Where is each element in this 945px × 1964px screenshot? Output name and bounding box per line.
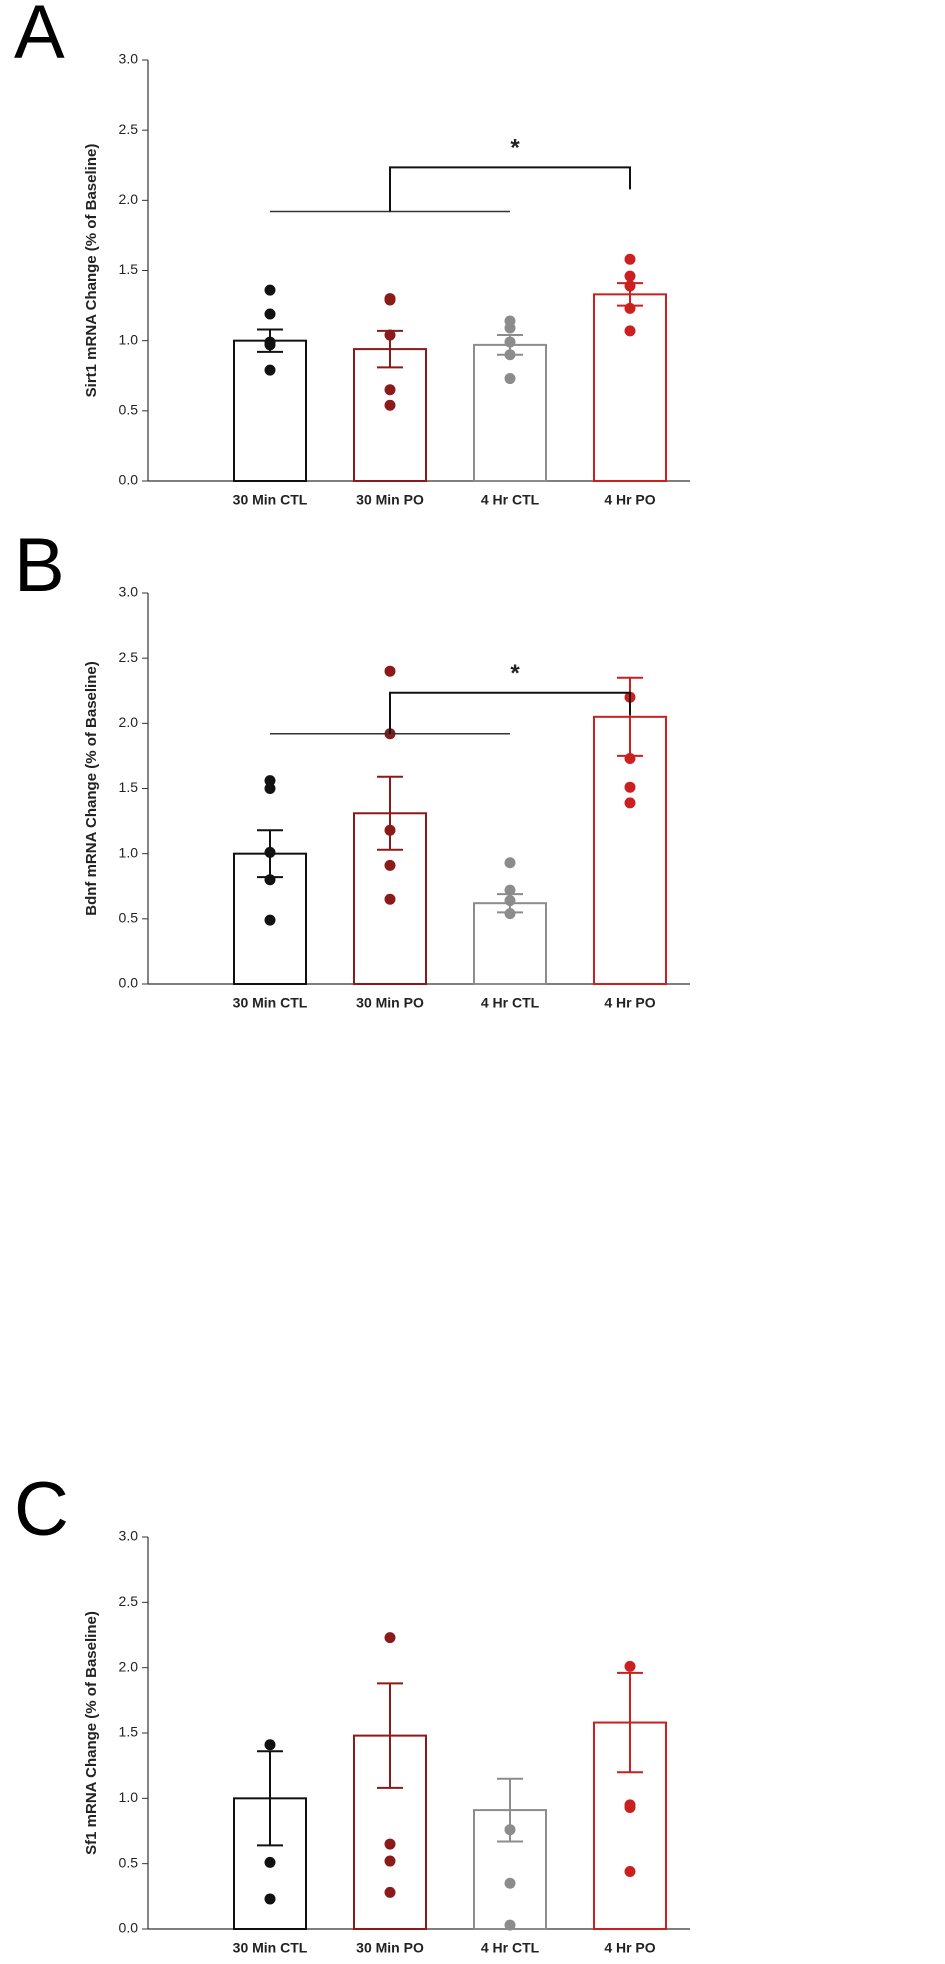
data-point: [384, 384, 396, 396]
y-tick-label: 0.0: [119, 975, 139, 991]
data-point: [624, 1866, 636, 1878]
data-point: [264, 783, 276, 794]
data-point: [624, 302, 636, 314]
x-tick-label: 30 Min PO: [356, 492, 424, 508]
y-tick-label: 2.5: [119, 121, 139, 137]
data-point: [624, 270, 636, 282]
x-tick-label: 30 Min PO: [356, 1940, 424, 1956]
error-bar: [257, 1750, 283, 1847]
x-tick-label: 30 Min PO: [356, 995, 424, 1011]
y-tick-label: 2.5: [119, 1593, 139, 1609]
bar: [233, 339, 307, 482]
y-tick-label: 1.5: [119, 1724, 139, 1740]
data-point: [384, 859, 396, 871]
x-tick-label: 4 Hr PO: [604, 995, 655, 1011]
significance: *: [510, 660, 520, 687]
data-point: [264, 308, 276, 320]
x-tick-label: 4 Hr CTL: [481, 492, 540, 508]
data-point: [504, 1919, 516, 1931]
data-point: [384, 1632, 396, 1644]
data-point: [384, 665, 396, 677]
data-point: [624, 280, 636, 292]
error-bar: [617, 1671, 643, 1774]
bar: [353, 348, 427, 482]
data-point: [384, 1855, 396, 1867]
y-tick-label: 3.0: [119, 584, 139, 600]
data-point: [624, 797, 636, 809]
data-point: [384, 329, 396, 341]
panel-letter: B: [14, 523, 65, 608]
data-point: [504, 322, 516, 334]
data-point: [264, 846, 276, 858]
y-tick-label: 0.0: [119, 472, 139, 488]
data-point: [264, 364, 276, 376]
data-point: [624, 781, 636, 793]
y-tick-label: 0.5: [119, 1854, 139, 1870]
x-tick-label: 30 Min CTL: [233, 995, 308, 1011]
data-point: [384, 1886, 396, 1898]
data-point: [264, 339, 276, 351]
data-point: [384, 399, 396, 411]
data-point: [504, 857, 516, 869]
panel-letter: C: [14, 1467, 69, 1552]
y-tick-label: 2.0: [119, 191, 139, 207]
y-tick-label: 0.5: [119, 910, 139, 926]
data-point: [384, 1838, 396, 1850]
bar: [473, 343, 547, 483]
y-tick-label: 2.0: [119, 714, 139, 730]
data-point: [264, 775, 276, 787]
data-point: [624, 1660, 636, 1672]
y-tick-label: 2.0: [119, 1658, 139, 1674]
y-tick-label: 3.0: [119, 1528, 139, 1544]
data-point: [264, 284, 276, 296]
y-tick-label: 1.0: [119, 1789, 139, 1805]
data-point: [624, 753, 636, 765]
panel-letter: A: [14, 0, 65, 75]
data-point: [264, 1739, 276, 1751]
y-tick-label: 3.0: [119, 51, 139, 67]
y-tick-label: 1.5: [119, 779, 139, 795]
data-point: [504, 908, 516, 920]
data-point: [624, 1801, 636, 1813]
x-tick-label: 30 Min CTL: [233, 1940, 308, 1956]
data-point: [384, 824, 396, 836]
y-axis-label: Sirt1 mRNA Change (% of Baseline): [83, 144, 100, 398]
x-tick-label: 4 Hr PO: [604, 1940, 655, 1956]
error-bar: [377, 1682, 403, 1789]
y-axis-label: Sf1 mRNA Change (% of Baseline): [83, 1611, 100, 1855]
data-point: [504, 336, 516, 348]
data-point: [504, 884, 516, 896]
error-bar: [377, 775, 403, 851]
bracket: [389, 691, 631, 734]
x-tick-label: 4 Hr CTL: [481, 995, 540, 1011]
bar: [593, 293, 667, 482]
x-tick-label: 30 Min CTL: [233, 492, 308, 508]
significance: *: [510, 135, 520, 162]
x-tick-label: 4 Hr CTL: [481, 1940, 540, 1956]
data-point: [504, 349, 516, 361]
data-point: [264, 1893, 276, 1905]
y-axis-label: Bdnf mRNA Change (% of Baseline): [83, 661, 100, 915]
data-point: [504, 1877, 516, 1889]
y-tick-label: 0.5: [119, 402, 139, 418]
y-tick-label: 1.0: [119, 844, 139, 860]
data-point: [624, 253, 636, 265]
data-point: [264, 1856, 276, 1868]
y-tick-label: 1.0: [119, 331, 139, 347]
y-tick-label: 1.5: [119, 261, 139, 277]
data-point: [384, 294, 396, 306]
x-tick-label: 4 Hr PO: [604, 492, 655, 508]
data-point: [384, 893, 396, 905]
data-point: [264, 874, 276, 886]
data-point: [504, 1824, 516, 1836]
data-point: [624, 325, 636, 337]
y-tick-label: 2.5: [119, 649, 139, 665]
y-tick-label: 0.0: [119, 1920, 139, 1936]
bracket: [389, 166, 631, 212]
data-point: [264, 914, 276, 926]
data-point: [504, 895, 516, 907]
data-point: [504, 373, 516, 385]
